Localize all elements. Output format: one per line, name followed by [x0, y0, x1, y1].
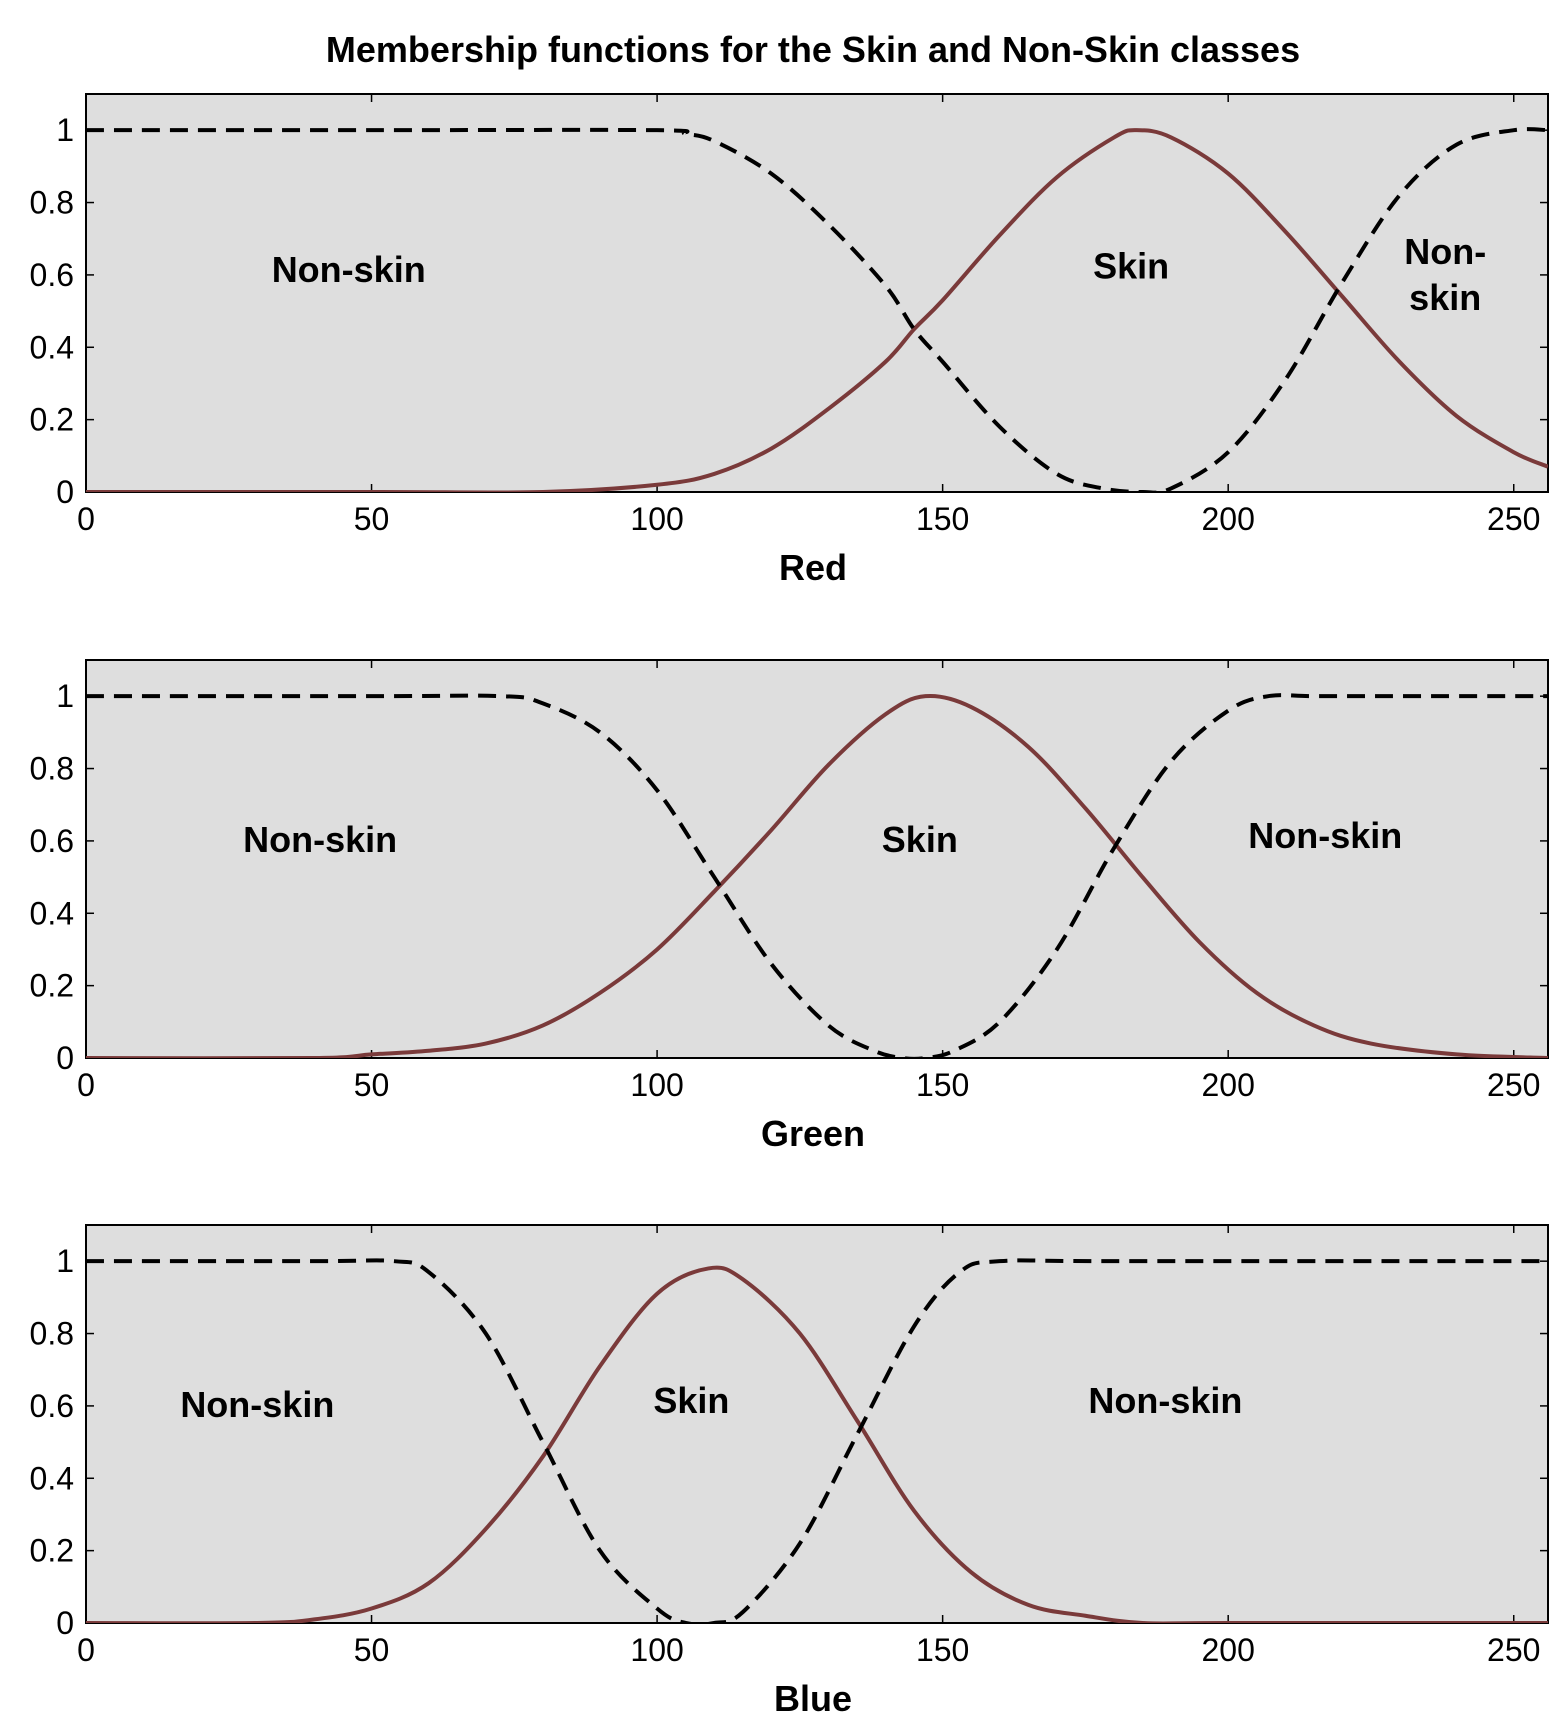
nonskin-curve	[86, 1258, 1548, 1623]
skin-curve	[86, 1265, 1548, 1623]
x-tick-label: 100	[630, 501, 683, 537]
x-tick-label: 50	[354, 1067, 390, 1103]
x-tick-label: 200	[1201, 501, 1254, 537]
region-label: Non-skin	[1248, 815, 1402, 856]
y-tick-label: 0	[56, 1040, 74, 1076]
x-axis-label: Blue	[774, 1678, 852, 1719]
figure-title: Membership functions for the Skin and No…	[326, 29, 1300, 70]
y-tick-label: 0.6	[30, 1388, 74, 1424]
y-tick-label: 0.8	[30, 751, 74, 787]
region-label: Non-skin	[272, 249, 426, 290]
x-tick-label: 100	[630, 1632, 683, 1668]
region-label: Skin	[653, 1380, 729, 1421]
region-label: Skin	[1093, 246, 1169, 287]
panel-red: 0 50 100 150 200 250 0 0.2 0.4 0.6 0.8 1 Non-skin Ski…	[30, 93, 1549, 588]
region-label: Non-skin	[1088, 1380, 1242, 1421]
plot-area	[85, 1224, 1549, 1624]
x-axis-label: Red	[779, 547, 847, 588]
nonskin-curve	[86, 693, 1548, 1058]
series-group	[86, 1258, 1548, 1623]
x-tick-label: 200	[1201, 1632, 1254, 1668]
x-tick-label: 150	[916, 1067, 969, 1103]
x-tick-label: 250	[1487, 1067, 1540, 1103]
y-tick-label: 0.6	[30, 823, 74, 859]
region-label: Skin	[882, 819, 958, 860]
y-tick-label: 0.6	[30, 257, 74, 293]
skin-curve	[86, 128, 1548, 492]
panel-green: 0 50 100 150 200 250 0 0.2 0.4 0.6 0.8 1 Non-skin Ski…	[30, 659, 1549, 1154]
x-tick-label: 0	[77, 501, 95, 537]
y-tick-label: 1	[56, 678, 74, 714]
x-tick-label: 0	[77, 1067, 95, 1103]
x-tick-label: 250	[1487, 1632, 1540, 1668]
x-tick-label: 150	[916, 1632, 969, 1668]
x-axis-label: Green	[761, 1113, 865, 1154]
y-tick-label: 0	[56, 474, 74, 510]
y-tick-label: 0.2	[30, 402, 74, 438]
plot-area	[85, 93, 1549, 493]
x-tick-label: 250	[1487, 501, 1540, 537]
y-tick-label: 0.4	[30, 895, 74, 931]
series-group	[86, 127, 1548, 492]
y-tick-label: 0.2	[30, 1533, 74, 1569]
y-tick-label: 0.8	[30, 1316, 74, 1352]
region-label: Non-skin	[1404, 231, 1486, 318]
panel-blue: 0 50 100 150 200 250 0 0.2 0.4 0.6 0.8 1 Non-skin Ski…	[30, 1224, 1549, 1719]
region-label: Non-skin	[180, 1384, 334, 1425]
y-tick-label: 0.8	[30, 185, 74, 221]
y-tick-label: 1	[56, 1243, 74, 1279]
skin-curve	[86, 693, 1548, 1058]
region-label: Non-skin	[243, 819, 397, 860]
plot-area	[85, 659, 1549, 1059]
y-tick-label: 0.4	[30, 1460, 74, 1496]
y-tick-label: 0.4	[30, 329, 74, 365]
y-tick-label: 0.2	[30, 968, 74, 1004]
x-tick-label: 0	[77, 1632, 95, 1668]
series-group	[86, 693, 1548, 1058]
x-tick-label: 200	[1201, 1067, 1254, 1103]
x-tick-label: 100	[630, 1067, 683, 1103]
nonskin-curve	[86, 127, 1548, 492]
x-tick-label: 50	[354, 501, 390, 537]
x-tick-label: 150	[916, 501, 969, 537]
y-tick-label: 0	[56, 1605, 74, 1641]
x-tick-label: 50	[354, 1632, 390, 1668]
y-tick-label: 1	[56, 112, 74, 148]
